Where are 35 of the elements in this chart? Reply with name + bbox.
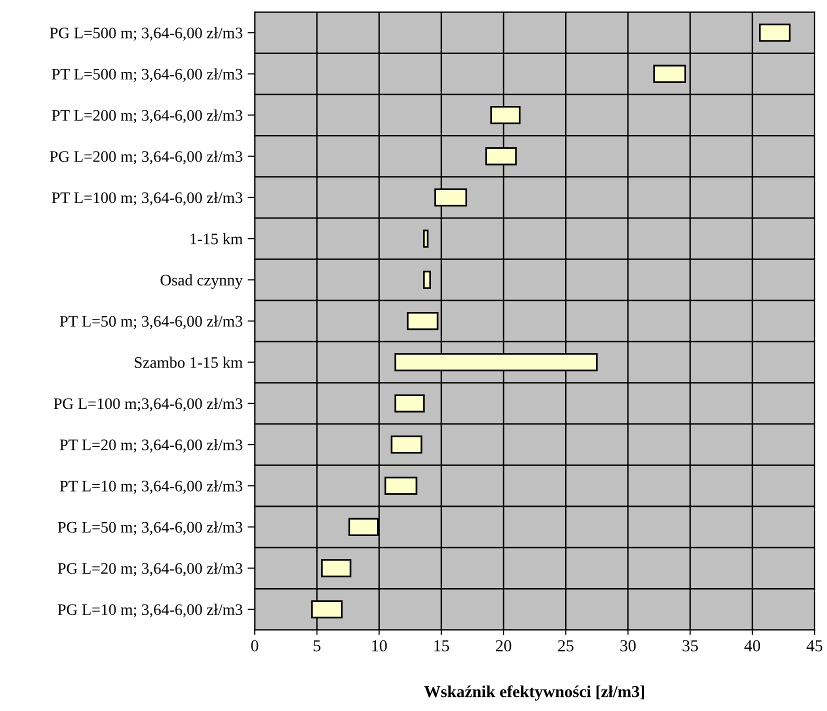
y-tick-label: PT L=200 m; 3,64-6,00 zł/m3 [52, 110, 242, 124]
bar [406, 312, 438, 330]
y-tick-label: PG L=100 m;3,64-6,00 zł/m3 [54, 398, 242, 412]
x-tick-label: 45 [806, 640, 822, 652]
bar [321, 559, 352, 578]
x-tick-label: 40 [744, 640, 760, 652]
y-tick-label: Osad czynny [160, 274, 243, 289]
y-tick-label: PG L=500 m; 3,64-6,00 zł/m3 [50, 27, 242, 41]
y-tick-label: PG L=50 m; 3,64-6,00 zł/m3 [58, 521, 242, 535]
y-tick-label: 1-15 km [190, 233, 243, 244]
x-axis-title: Wskaźnik efektywności [zł/m3] [424, 685, 644, 701]
bar [394, 394, 425, 412]
x-tick-label: 25 [558, 640, 574, 652]
x-tick-label: 15 [434, 640, 450, 652]
x-tick-label: 5 [314, 640, 320, 652]
x-tick-label: 35 [682, 640, 698, 652]
y-tick-label: PG L=20 m; 3,64-6,00 zł/m3 [58, 562, 242, 576]
bar [653, 64, 686, 83]
bar [423, 270, 431, 289]
x-tick-label: 0 [251, 640, 258, 652]
y-tick-label: PT L=20 m; 3,64-6,00 zł/m3 [60, 439, 242, 453]
y-tick-label: PT L=50 m; 3,64-6,00 zł/m3 [60, 315, 242, 330]
x-tick-label: 30 [620, 640, 636, 652]
y-tick-label: PT L=100 m; 3,64-6,00 zł/m3 [52, 192, 242, 206]
y-tick-label: PG L=10 m; 3,64-6,00 zł/m3 [58, 604, 242, 618]
y-tick-label: PT L=500 m; 3,64-6,00 zł/m3 [52, 68, 242, 82]
bar [759, 24, 791, 42]
bar [384, 476, 418, 495]
y-tick-label: PT L=10 m; 3,64-6,00 zł/m3 [60, 480, 242, 494]
x-tick-label: 20 [496, 640, 512, 652]
bar [390, 436, 422, 454]
x-tick-label: 10 [372, 640, 387, 652]
bar [423, 230, 428, 248]
y-tick-label: PG L=200 m; 3,64-6,00 zł/m3 [50, 150, 242, 164]
y-tick-label: Szambo 1-15 km [134, 356, 243, 368]
